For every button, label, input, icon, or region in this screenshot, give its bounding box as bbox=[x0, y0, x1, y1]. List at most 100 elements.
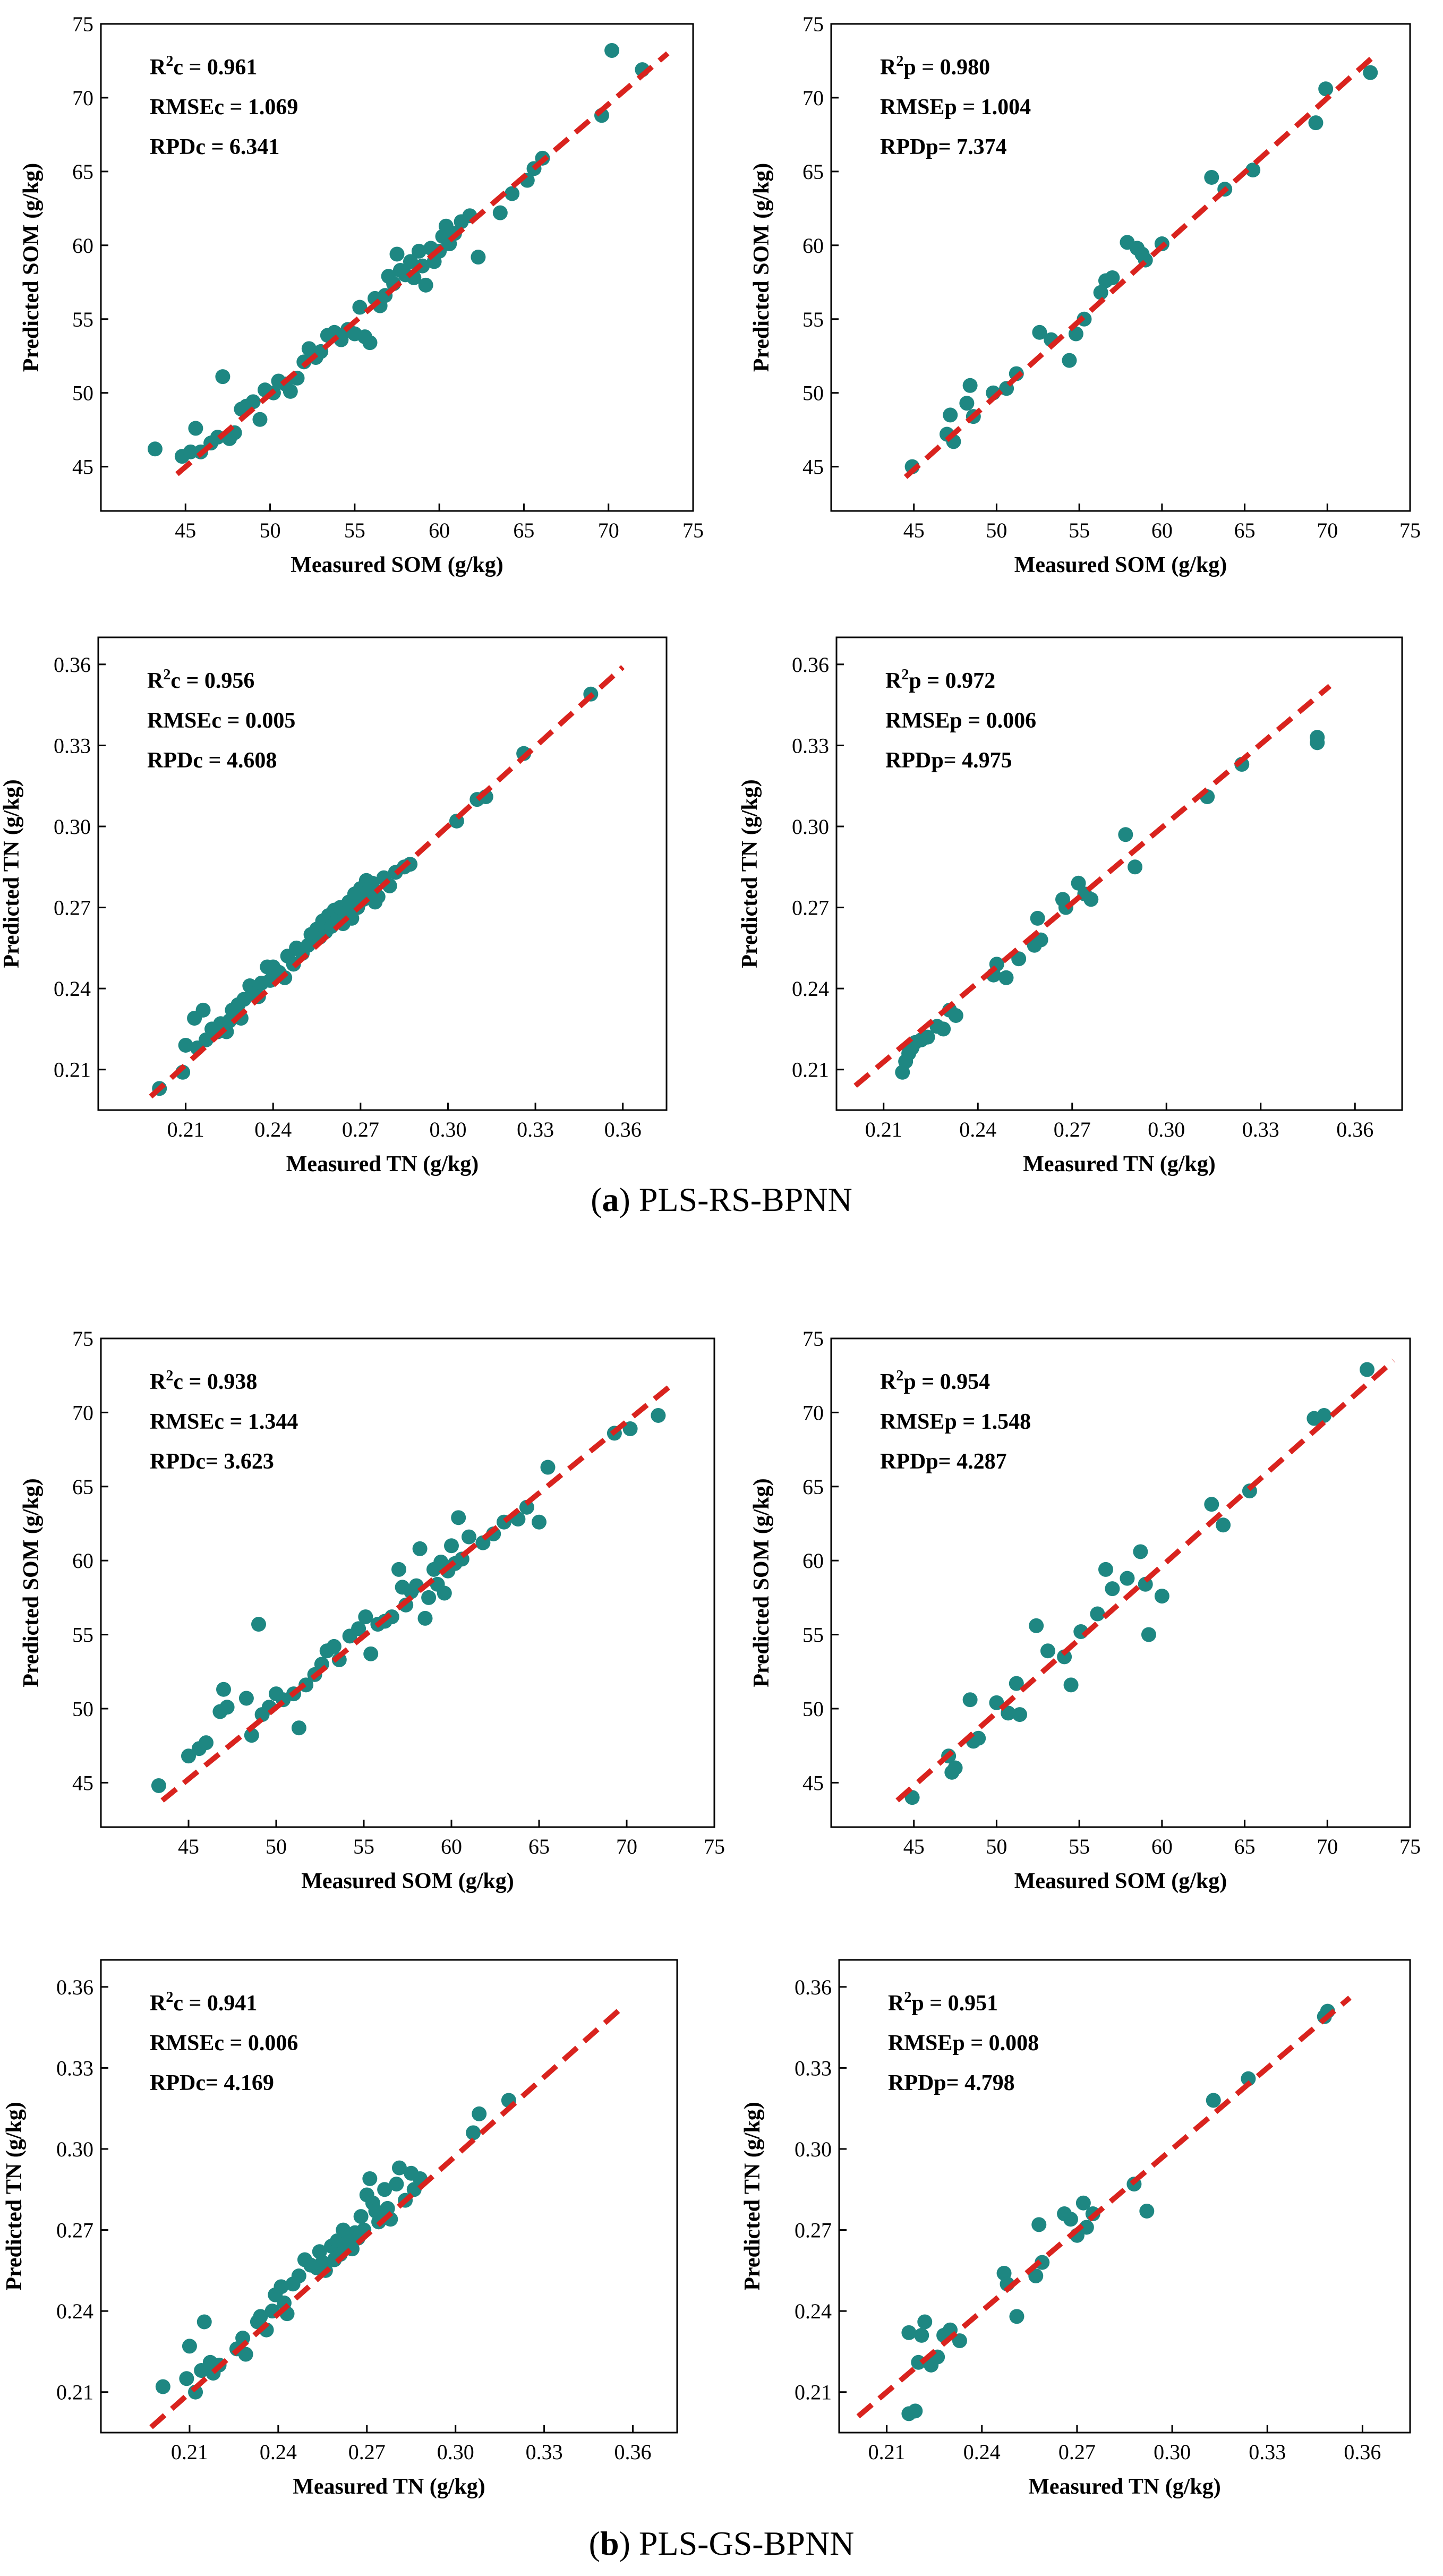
data-point bbox=[199, 1735, 214, 1751]
y-tick-label: 55 bbox=[72, 1623, 93, 1647]
data-point bbox=[253, 2309, 268, 2324]
x-axis-label: Measured SOM (g/kg) bbox=[1014, 1869, 1227, 1893]
data-point bbox=[444, 1538, 459, 1554]
chart-b-tn-pred: 0.21 0.24 0.27 0.30 0.33 0.36 0.21 0.24 0.27 0.30… bbox=[740, 1959, 1411, 2499]
data-point bbox=[1090, 1606, 1105, 1622]
data-point bbox=[998, 970, 1014, 985]
data-point bbox=[238, 1691, 254, 1706]
x-tick-label: 45 bbox=[903, 518, 925, 542]
data-point bbox=[238, 2347, 253, 2362]
data-point bbox=[353, 2209, 369, 2224]
x-tick-label: 55 bbox=[353, 1835, 374, 1858]
chart-a-tn-cal: 0.21 0.24 0.27 0.30 0.33 0.36 0.21 0.24 0.27 0.30… bbox=[0, 636, 668, 1176]
data-point bbox=[412, 1541, 428, 1556]
y-tick-label: 0.36 bbox=[795, 1975, 832, 1999]
data-point bbox=[943, 407, 958, 423]
x-tick-label: 0.21 bbox=[171, 2440, 208, 2464]
data-point bbox=[155, 2379, 170, 2394]
data-point bbox=[1245, 163, 1261, 178]
x-axis-label: Measured TN (g/kg) bbox=[286, 1152, 479, 1176]
data-point bbox=[1075, 2195, 1091, 2211]
data-point bbox=[351, 1621, 366, 1636]
x-tick-label: 65 bbox=[1234, 1835, 1256, 1858]
stat-label: R2p = 0.980 bbox=[880, 53, 990, 80]
y-tick-label: 50 bbox=[72, 381, 93, 405]
data-point bbox=[1009, 1676, 1024, 1691]
y-tick-label: 65 bbox=[72, 160, 93, 184]
x-tick-label: 0.21 bbox=[167, 1118, 204, 1141]
data-point bbox=[952, 2333, 967, 2349]
data-point bbox=[1128, 859, 1143, 875]
x-tick-label: 0.24 bbox=[254, 1118, 292, 1141]
x-axis-label: Measured SOM (g/kg) bbox=[1014, 553, 1227, 577]
y-tick-label: 50 bbox=[802, 1697, 824, 1721]
y-tick-label: 45 bbox=[802, 455, 824, 479]
y-tick-label: 75 bbox=[72, 1327, 93, 1351]
plot-frame bbox=[97, 636, 668, 1111]
data-point bbox=[1141, 1627, 1156, 1642]
x-axis-label: Measured TN (g/kg) bbox=[1028, 2475, 1220, 2499]
y-tick-label: 0.27 bbox=[795, 2219, 832, 2242]
x-tick-label: 75 bbox=[1399, 1835, 1421, 1858]
plot-frame bbox=[100, 1959, 678, 2434]
y-tick-label: 0.33 bbox=[56, 2056, 93, 2080]
x-tick-label: 0.24 bbox=[260, 2440, 297, 2464]
plot-frame bbox=[100, 23, 694, 512]
x-tick-label: 45 bbox=[178, 1835, 199, 1858]
data-point bbox=[245, 394, 261, 410]
x-tick-label: 50 bbox=[986, 1835, 1007, 1858]
x-tick-label: 60 bbox=[441, 1835, 462, 1858]
stat-label: RMSEc = 0.005 bbox=[147, 709, 295, 733]
x-tick-label: 0.30 bbox=[1148, 1118, 1185, 1141]
data-point bbox=[251, 1617, 266, 1632]
data-point bbox=[411, 243, 426, 259]
y-tick-label: 50 bbox=[72, 1697, 93, 1721]
data-point bbox=[1105, 270, 1120, 285]
data-point bbox=[252, 412, 268, 427]
x-tick-label: 50 bbox=[986, 518, 1007, 542]
data-point bbox=[291, 2268, 306, 2284]
data-point bbox=[188, 421, 203, 436]
y-tick-label: 0.21 bbox=[792, 1058, 829, 1082]
data-point bbox=[908, 2403, 923, 2419]
x-tick-label: 75 bbox=[682, 518, 704, 542]
data-point bbox=[1028, 2268, 1044, 2284]
x-tick-label: 70 bbox=[616, 1835, 637, 1858]
y-tick-label: 0.30 bbox=[795, 2137, 832, 2161]
x-tick-label: 0.30 bbox=[1154, 2440, 1191, 2464]
data-point bbox=[1011, 951, 1027, 967]
data-point bbox=[1009, 2309, 1024, 2324]
y-tick-label: 0.21 bbox=[795, 2381, 832, 2404]
fit-line bbox=[175, 51, 670, 476]
data-point bbox=[403, 254, 418, 269]
data-point bbox=[959, 396, 975, 411]
x-tick-label: 0.24 bbox=[963, 2440, 1001, 2464]
data-point bbox=[274, 2279, 289, 2294]
data-point bbox=[178, 1037, 193, 1053]
data-point bbox=[962, 1692, 978, 1708]
y-tick-label: 0.27 bbox=[56, 2219, 93, 2242]
chart-a-som-pred: 45 50 55 60 65 70 75 45 50 55 60 65 70 75 Measured SOM… bbox=[749, 12, 1421, 577]
x-tick-label: 0.36 bbox=[604, 1118, 642, 1141]
x-tick-label: 55 bbox=[1069, 1835, 1090, 1858]
data-point bbox=[1204, 1497, 1219, 1512]
data-point bbox=[1317, 1408, 1332, 1423]
data-point bbox=[363, 1646, 379, 1661]
y-tick-label: 0.27 bbox=[792, 896, 829, 920]
stat-label: RMSEp = 1.004 bbox=[880, 95, 1031, 120]
stat-label: RPDc = 6.341 bbox=[150, 135, 279, 159]
data-point bbox=[948, 1008, 963, 1023]
y-tick-label: 45 bbox=[802, 1771, 824, 1795]
x-tick-label: 55 bbox=[344, 518, 365, 542]
y-axis-label: Predicted SOM (g/kg) bbox=[19, 1478, 44, 1687]
data-point bbox=[1071, 875, 1086, 891]
data-point bbox=[1363, 65, 1378, 80]
data-point bbox=[377, 2182, 392, 2197]
data-point bbox=[195, 1002, 211, 1018]
data-point bbox=[1216, 1517, 1231, 1533]
data-point bbox=[417, 1610, 433, 1626]
data-point bbox=[1154, 1589, 1169, 1604]
data-point bbox=[1093, 285, 1108, 300]
x-axis-label: Measured SOM (g/kg) bbox=[291, 553, 503, 577]
x-axis-label: Measured SOM (g/kg) bbox=[301, 1869, 514, 1893]
